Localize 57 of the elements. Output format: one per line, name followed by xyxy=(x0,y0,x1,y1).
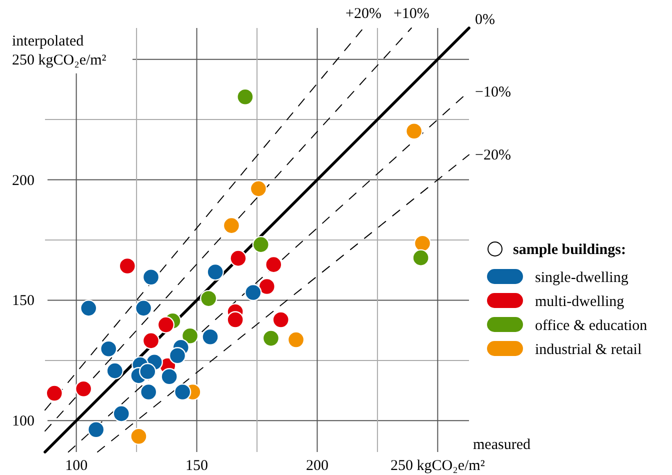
legend-title: sample buildings: xyxy=(513,242,626,258)
point xyxy=(46,384,63,402)
y-axis-title: interpolated xyxy=(12,33,84,50)
point xyxy=(272,311,290,328)
y-tick-label: 250 kgCO₂e/m² xyxy=(12,52,107,68)
point xyxy=(100,340,118,358)
point xyxy=(262,330,280,347)
point xyxy=(87,420,105,438)
point xyxy=(252,236,270,254)
point xyxy=(142,332,160,350)
series-label: +10% xyxy=(393,6,430,22)
point xyxy=(174,383,192,401)
point xyxy=(405,122,423,140)
y-tick-label: 200 xyxy=(12,172,34,189)
point xyxy=(265,256,282,274)
point xyxy=(74,380,92,398)
point xyxy=(181,327,199,344)
x-axis-title: measured xyxy=(473,437,531,453)
series-label: −10% xyxy=(475,84,511,100)
point xyxy=(200,290,218,308)
point xyxy=(222,216,240,234)
point xyxy=(202,328,219,346)
point xyxy=(412,249,430,266)
point xyxy=(414,234,432,252)
legend-label: single-dwelling xyxy=(535,270,629,286)
series-label: −20% xyxy=(475,148,511,164)
x-tick-label: 200 xyxy=(306,458,328,474)
point xyxy=(230,250,247,267)
point xyxy=(287,331,305,348)
point xyxy=(139,362,156,380)
x-tick-label: 250 kgCO₂e/m² xyxy=(390,458,486,474)
point xyxy=(226,311,244,328)
point xyxy=(236,88,254,106)
y-tick-label: 150 xyxy=(12,293,34,310)
point xyxy=(142,268,160,286)
point xyxy=(130,428,148,445)
series-label: 0% xyxy=(475,12,495,28)
point xyxy=(157,316,175,334)
legend-label: office & education xyxy=(535,318,648,334)
point xyxy=(80,300,98,317)
point xyxy=(118,257,136,275)
series-label: +20% xyxy=(345,6,382,22)
point xyxy=(112,405,130,422)
y-tick-label: 100 xyxy=(12,414,34,430)
point xyxy=(106,362,124,380)
legend-label: industrial & retail xyxy=(535,342,642,358)
point xyxy=(168,347,186,364)
legend-label: multi-dwelling xyxy=(535,294,625,310)
point xyxy=(160,368,178,386)
x-tick-label: 100 xyxy=(65,458,88,474)
point xyxy=(250,180,268,198)
point xyxy=(140,383,158,401)
point xyxy=(206,263,224,281)
point xyxy=(244,284,262,302)
point xyxy=(134,300,152,317)
x-tick-label: 150 xyxy=(186,458,208,474)
point xyxy=(258,278,276,296)
